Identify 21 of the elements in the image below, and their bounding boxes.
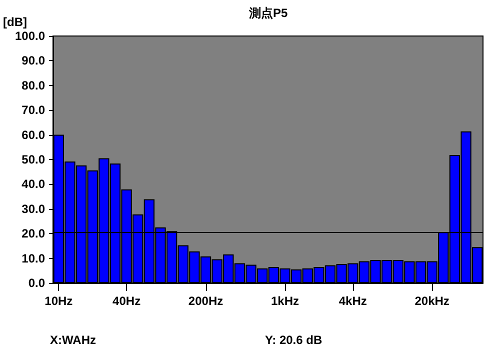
- y-axis-title: [dB]: [3, 15, 27, 29]
- y-tick-label: 10.0: [22, 251, 46, 266]
- x-tick-label: 4kHz: [338, 294, 367, 308]
- text: Y: 20.6 dB: [265, 333, 322, 347]
- y-tick-label: 80.0: [22, 78, 46, 92]
- text: X:WAHz: [50, 333, 96, 347]
- y-tick-label: 60.0: [22, 128, 46, 142]
- y-tick-label: 100.0: [14, 29, 46, 43]
- y-tick-label: 50.0: [22, 152, 46, 166]
- y-tick-label: 90.0: [22, 54, 46, 68]
- chart-title: 測点P5: [248, 6, 288, 20]
- y-tick-label: 30.0: [22, 202, 46, 216]
- x-tick-label: 10Hz: [44, 294, 73, 308]
- y-tick-label: 0.0: [28, 276, 46, 290]
- y-tick-label: 20.0: [22, 226, 46, 241]
- x-tick-label: 40Hz: [112, 294, 141, 308]
- x-tick-label: 1kHz: [270, 294, 299, 308]
- x-tick-label: 20kHz: [414, 294, 450, 308]
- x-tick-label: 200Hz: [188, 294, 224, 308]
- y-tick-label: 40.0: [22, 177, 46, 192]
- y-tick-label: 70.0: [22, 103, 46, 118]
